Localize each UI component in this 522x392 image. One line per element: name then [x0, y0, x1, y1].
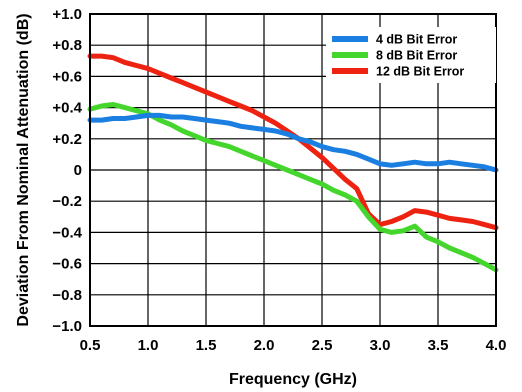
x-tick-label: 3.5	[428, 337, 449, 354]
legend: 4 dB Bit Error 8 dB Bit Error 12 dB Bit Er…	[326, 27, 496, 83]
y-tick-label: −0.8	[52, 287, 82, 304]
x-tick-label: 1.0	[138, 337, 159, 354]
y-axis-ticks: +1.0 +0.8 +0.6 +0.4 +0.2 0 −0.2 −0.4 −0.6 −0.8 −1.…	[52, 6, 82, 335]
y-tick-label: −0.2	[52, 193, 82, 210]
x-tick-label: 1.5	[196, 337, 217, 354]
y-tick-label: −0.4	[52, 224, 82, 241]
legend-label-8-db-bit-error: 8 dB Bit Error	[376, 49, 457, 63]
y-tick-label: 0	[74, 162, 82, 179]
series-line-8-db-bit-error	[87, 102, 499, 273]
x-axis-title: Frequency (GHz)	[229, 371, 357, 388]
y-tick-label: +0.4	[52, 100, 82, 117]
series-line-4-db-bit-error	[87, 112, 499, 173]
x-tick-label: 4.0	[486, 337, 507, 354]
y-tick-label: +0.8	[52, 37, 82, 54]
series-group	[87, 53, 499, 273]
y-tick-label: +1.0	[52, 6, 82, 23]
y-tick-label: −1.0	[52, 318, 82, 335]
plot-frame	[89, 13, 497, 327]
x-tick-label: 2.0	[254, 337, 275, 354]
x-tick-label: 0.5	[80, 337, 101, 354]
x-axis-ticks: 0.5 1.0 1.5 2.0 2.5 3.0 3.5 4.0	[80, 337, 507, 354]
legend-label-4-db-bit-error: 4 dB Bit Error	[376, 33, 457, 47]
y-axis-title: Deviation From Nominal Attenuation (dB)	[15, 13, 32, 326]
legend-label-12-db-bit-error: 12 dB Bit Error	[376, 65, 464, 79]
x-tick-label: 3.0	[370, 337, 391, 354]
y-tick-label: −0.6	[52, 256, 82, 273]
y-tick-label: +0.6	[52, 68, 82, 85]
x-tick-label: 2.5	[312, 337, 333, 354]
y-tick-label: +0.2	[52, 131, 82, 148]
